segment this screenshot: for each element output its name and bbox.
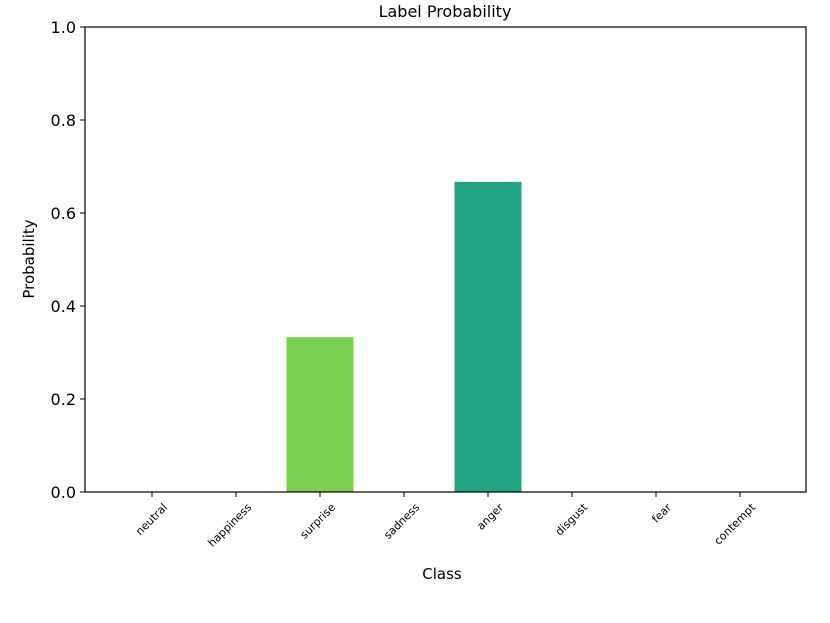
- x-tick-label-surprise: surprise: [298, 501, 339, 542]
- bar-anger: [454, 181, 522, 492]
- y-tick-label: 0.0: [51, 483, 76, 502]
- y-tick-label: 1.0: [51, 18, 76, 37]
- y-axis-label: Probability: [20, 219, 38, 298]
- plot-frame: [84, 26, 807, 493]
- y-tick-label: 0.2: [51, 390, 76, 409]
- chart-title: Label Probability: [379, 2, 512, 21]
- y-tick-label: 0.6: [51, 204, 76, 223]
- x-tick-label-happiness: happiness: [205, 501, 254, 550]
- x-axis: neutral happiness surprise sadness anger disg…: [133, 492, 759, 550]
- y-tick-label: 0.4: [51, 297, 76, 316]
- bar-surprise: [286, 337, 354, 492]
- x-tick-label-fear: fear: [649, 501, 674, 526]
- x-tick-label-disgust: disgust: [553, 500, 591, 538]
- bars-group: [286, 181, 522, 492]
- x-tick-label-sadness: sadness: [381, 501, 422, 542]
- x-tick-label-anger: anger: [474, 501, 506, 533]
- y-tick-label: 0.8: [51, 111, 76, 130]
- x-tick-label-contempt: contempt: [712, 500, 759, 547]
- x-axis-label: Class: [422, 565, 462, 583]
- x-tick-label-neutral: neutral: [133, 501, 170, 538]
- y-axis: 0.0 0.2 0.4 0.6 0.8 1.0: [51, 18, 85, 502]
